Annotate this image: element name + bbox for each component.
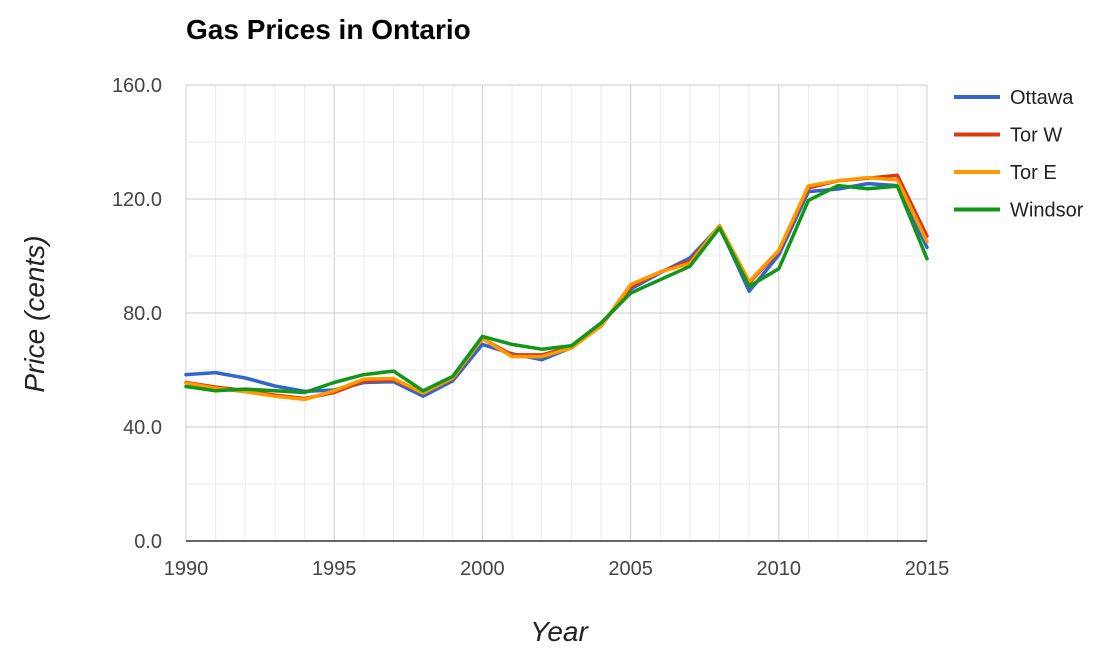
legend-label: Ottawa bbox=[1010, 87, 1074, 109]
x-tick-label: 1990 bbox=[164, 558, 209, 580]
legend-label: Tor E bbox=[1010, 162, 1057, 184]
x-tick-label: 1995 bbox=[312, 558, 357, 580]
x-tick-label: 2000 bbox=[460, 558, 505, 580]
x-axis-title: Year bbox=[530, 616, 589, 647]
gridlines bbox=[185, 84, 928, 542]
y-axis-ticks: 0.0 40.0 80.0 120.0 160.0 bbox=[112, 75, 162, 553]
series-line-ottawa bbox=[184, 181, 929, 398]
chart-title: Gas Prices in Ontario bbox=[186, 14, 471, 45]
x-axis-ticks: 1990 1995 2000 2005 2010 2015 bbox=[164, 558, 950, 580]
x-tick-label: 2005 bbox=[608, 558, 653, 580]
series-lines bbox=[184, 173, 929, 402]
y-tick-label: 0.0 bbox=[134, 531, 162, 553]
legend-label: Tor W bbox=[1010, 125, 1062, 147]
legend: Ottawa Tor W Tor E Windsor bbox=[954, 87, 1084, 222]
series-line-tor-w bbox=[184, 173, 929, 401]
x-tick-label: 2015 bbox=[905, 558, 950, 580]
y-tick-label: 80.0 bbox=[123, 303, 162, 325]
series-line-tor-e bbox=[184, 175, 929, 402]
series-line-windsor bbox=[184, 183, 929, 395]
y-axis-title: Price (cents) bbox=[19, 235, 50, 392]
y-tick-label: 160.0 bbox=[112, 75, 162, 97]
x-tick-label: 2010 bbox=[757, 558, 802, 580]
y-tick-label: 40.0 bbox=[123, 417, 162, 439]
y-tick-label: 120.0 bbox=[112, 189, 162, 211]
legend-label: Windsor bbox=[1010, 200, 1084, 222]
